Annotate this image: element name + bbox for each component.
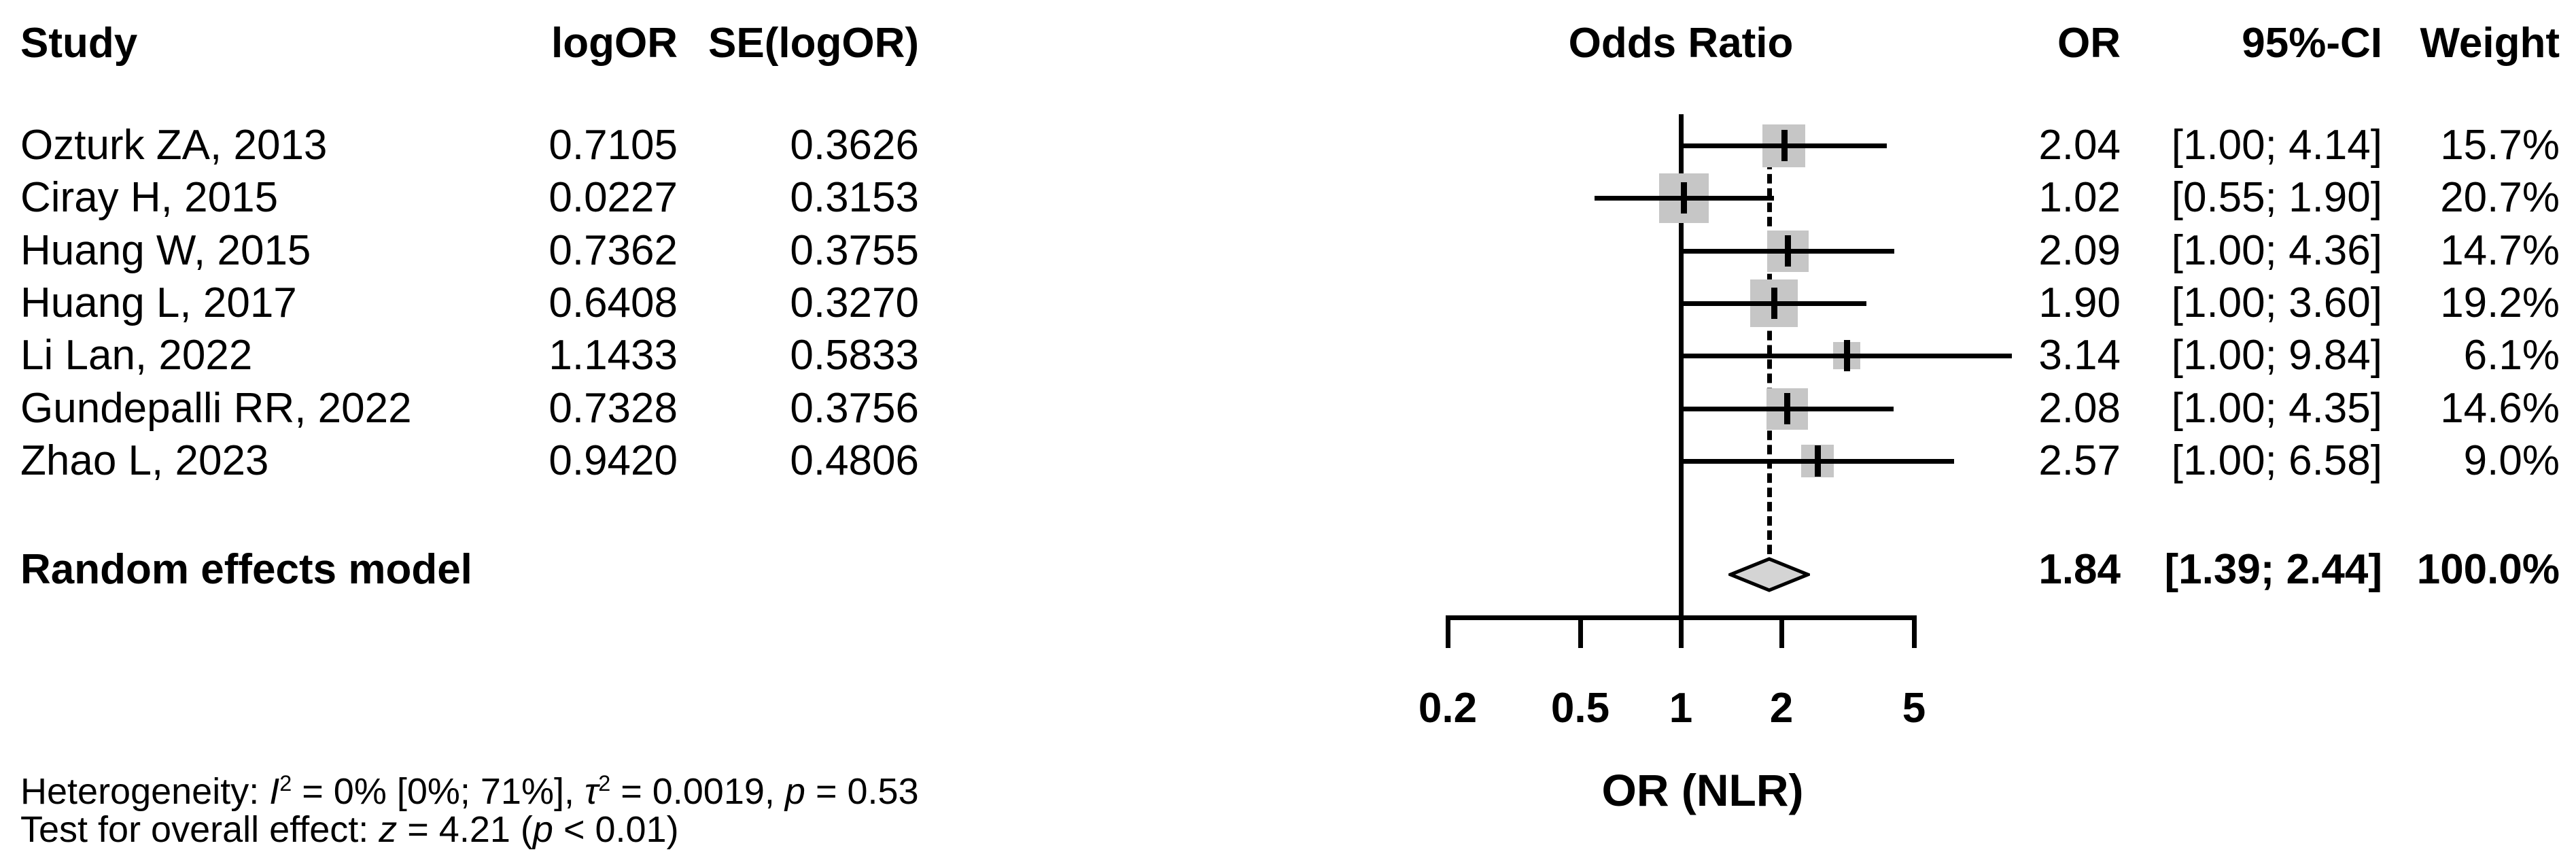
x-axis-tick-label: 0.5 — [1550, 685, 1610, 732]
logor-value: 0.6408 — [549, 279, 678, 326]
pooled-diamond — [1728, 557, 1810, 592]
heterogeneity-segment: I — [269, 771, 280, 812]
heterogeneity-segment: = 0.0019, — [610, 771, 785, 812]
summary-weight: 100.0% — [2416, 546, 2560, 593]
summary-ci: [1.39; 2.44] — [2164, 546, 2382, 593]
study-label: Zhao L, 2023 — [20, 437, 269, 484]
logor-value: 0.7362 — [549, 227, 678, 274]
x-axis-tick-label: 0.2 — [1418, 685, 1478, 732]
se-value: 0.3626 — [790, 122, 919, 169]
column-header-or: OR — [2057, 20, 2121, 67]
overall-effect-segment: = 4.21 ( — [397, 809, 533, 850]
study-label: Ozturk ZA, 2013 — [20, 122, 328, 169]
column-header-ci: 95%-CI — [2242, 20, 2382, 67]
summary-or: 1.84 — [2038, 546, 2121, 593]
x-axis-title: OR (NLR) — [1601, 765, 1804, 815]
ci-value: [1.00; 3.60] — [2171, 279, 2382, 326]
pooled-estimate-dashed-line — [1766, 146, 1772, 554]
heterogeneity-segment: p — [784, 771, 805, 812]
heterogeneity-segment: τ — [584, 771, 599, 812]
column-header-study: Study — [20, 20, 138, 67]
x-axis-tick-label: 1 — [1669, 685, 1693, 732]
point-estimate-tick — [1815, 445, 1821, 477]
pooled-diamond-shape — [1728, 557, 1810, 592]
null-effect-line — [1679, 114, 1684, 620]
heterogeneity-segment: = 0% [0%; 71%], — [292, 771, 585, 812]
ci-value: [1.00; 6.58] — [2171, 437, 2382, 484]
x-axis-tick — [1446, 615, 1450, 648]
ci-value: [1.00; 4.36] — [2171, 227, 2382, 274]
study-label: Ciray H, 2015 — [20, 174, 279, 221]
weight-value: 14.7% — [2440, 227, 2560, 274]
x-axis-tick — [1779, 615, 1784, 648]
overall-effect-segment: p — [532, 809, 553, 850]
point-estimate-tick — [1844, 340, 1850, 371]
column-header-se: SE(logOR) — [708, 20, 919, 67]
heterogeneity-segment: 2 — [279, 771, 292, 796]
ci-value: [0.55; 1.90] — [2171, 174, 2382, 221]
weight-value: 19.2% — [2440, 279, 2560, 326]
logor-value: 0.7105 — [549, 122, 678, 169]
summary-label: Random effects model — [20, 546, 472, 593]
heterogeneity-segment: = 0.53 — [805, 771, 919, 812]
logor-value: 1.1433 — [549, 332, 678, 379]
x-axis-tick — [1578, 615, 1583, 648]
ci-value: [1.00; 4.14] — [2171, 122, 2382, 169]
or-value: 2.09 — [2038, 227, 2121, 274]
or-value: 3.14 — [2038, 332, 2121, 379]
point-estimate-tick — [1681, 182, 1687, 214]
logor-value: 0.9420 — [549, 437, 678, 484]
study-label: Gundepalli RR, 2022 — [20, 385, 412, 432]
overall-effect-segment: < 0.01) — [553, 809, 679, 850]
heterogeneity-note: Heterogeneity: I2 = 0% [0%; 71%], τ2 = 0… — [20, 771, 919, 812]
x-axis-tick-label: 2 — [1769, 685, 1794, 732]
se-value: 0.3270 — [790, 279, 919, 326]
point-estimate-tick — [1781, 130, 1788, 161]
or-value: 2.04 — [2038, 122, 2121, 169]
se-value: 0.4806 — [790, 437, 919, 484]
overall-effect-segment: z — [379, 809, 398, 850]
heterogeneity-segment: 2 — [598, 771, 611, 796]
or-value: 2.08 — [2038, 385, 2121, 432]
se-value: 0.3755 — [790, 227, 919, 274]
point-estimate-tick — [1771, 288, 1777, 319]
overall-effect-note: Test for overall effect: z = 4.21 (p < 0… — [20, 809, 679, 850]
column-header-logor: logOR — [551, 20, 678, 67]
or-value: 2.57 — [2038, 437, 2121, 484]
point-estimate-tick — [1785, 235, 1791, 267]
weight-value: 15.7% — [2440, 122, 2560, 169]
weight-value: 20.7% — [2440, 174, 2560, 221]
x-axis-tick — [1912, 615, 1917, 648]
se-value: 0.5833 — [790, 332, 919, 379]
column-header-weight: Weight — [2420, 20, 2560, 67]
weight-value: 6.1% — [2463, 332, 2560, 379]
or-value: 1.90 — [2038, 279, 2121, 326]
se-value: 0.3153 — [790, 174, 919, 221]
weight-value: 14.6% — [2440, 385, 2560, 432]
se-value: 0.3756 — [790, 385, 919, 432]
study-label: Huang L, 2017 — [20, 279, 297, 326]
point-estimate-tick — [1784, 393, 1790, 424]
ci-value: [1.00; 4.35] — [2171, 385, 2382, 432]
weight-value: 9.0% — [2463, 437, 2560, 484]
or-value: 1.02 — [2038, 174, 2121, 221]
x-axis-tick-label: 5 — [1902, 685, 1926, 732]
x-axis-tick — [1679, 615, 1684, 648]
logor-value: 0.0227 — [549, 174, 678, 221]
logor-value: 0.7328 — [549, 385, 678, 432]
overall-effect-segment: Test for overall effect: — [20, 809, 379, 850]
study-label: Li Lan, 2022 — [20, 332, 253, 379]
heterogeneity-segment: Heterogeneity: — [20, 771, 270, 812]
column-header-odds-ratio: Odds Ratio — [1568, 20, 1794, 67]
study-label: Huang W, 2015 — [20, 227, 311, 274]
ci-value: [1.00; 9.84] — [2171, 332, 2382, 379]
